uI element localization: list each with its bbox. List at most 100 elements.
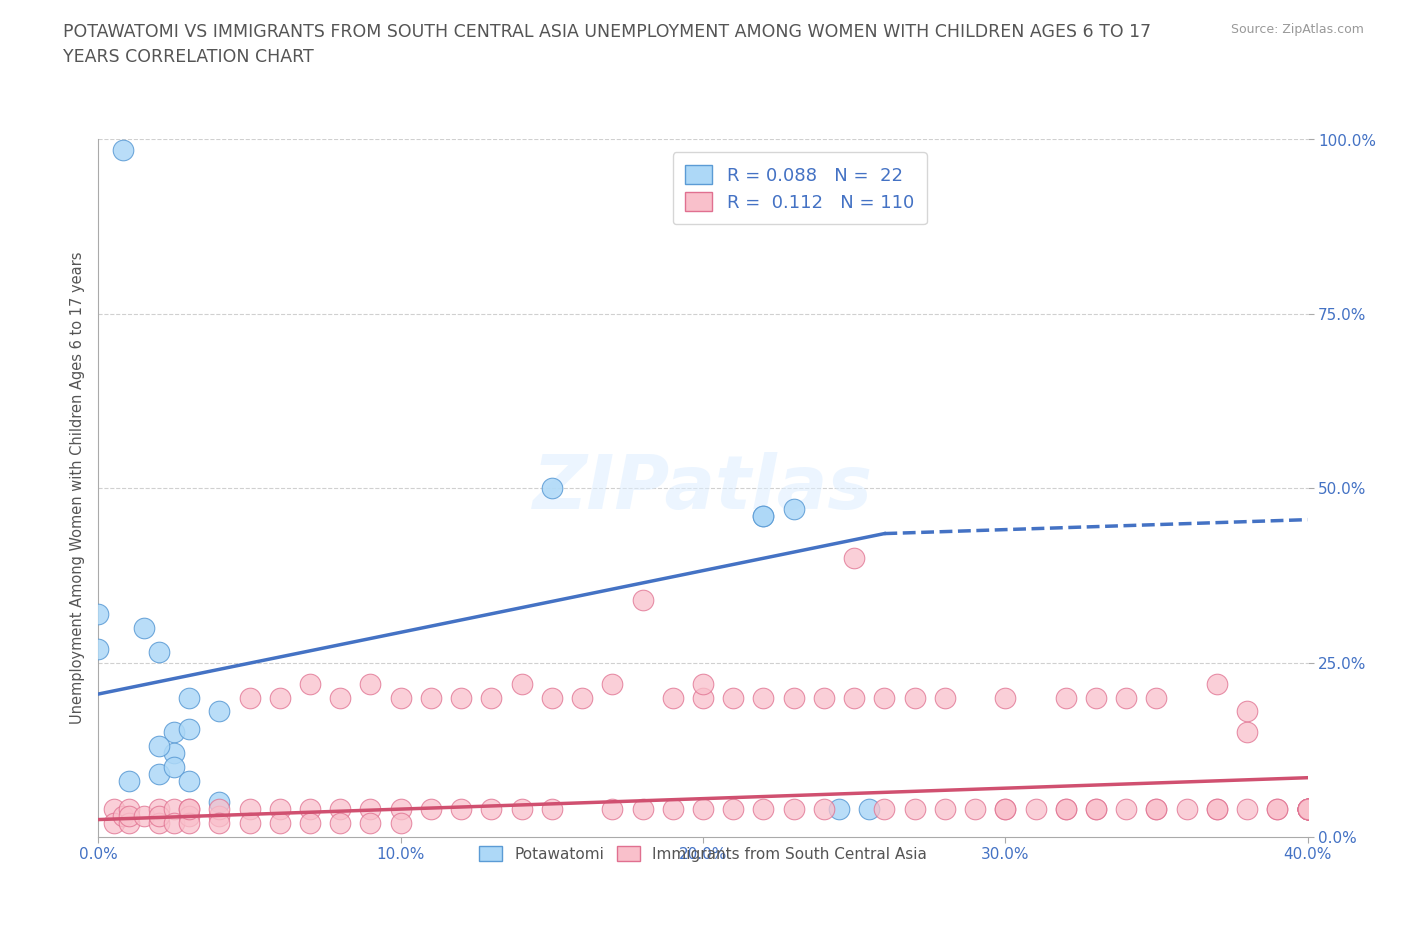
Point <box>269 690 291 705</box>
Point <box>1115 802 1137 817</box>
Point <box>208 704 231 719</box>
Text: POTAWATOMI VS IMMIGRANTS FROM SOUTH CENTRAL ASIA UNEMPLOYMENT AMONG WOMEN WITH C: POTAWATOMI VS IMMIGRANTS FROM SOUTH CENT… <box>63 23 1152 66</box>
Point <box>148 766 170 781</box>
Point <box>132 620 155 635</box>
Point <box>783 802 806 817</box>
Point <box>540 690 562 705</box>
Point <box>813 690 835 705</box>
Point <box>118 774 141 789</box>
Point <box>965 802 987 817</box>
Point <box>148 809 170 824</box>
Point <box>299 802 322 817</box>
Point <box>1296 802 1319 817</box>
Point <box>631 802 654 817</box>
Point <box>1085 802 1108 817</box>
Point <box>1175 802 1198 817</box>
Point <box>239 802 262 817</box>
Point <box>1296 802 1319 817</box>
Point <box>1206 676 1229 691</box>
Point <box>118 816 141 830</box>
Point <box>1296 802 1319 817</box>
Point <box>103 802 125 817</box>
Point <box>752 509 775 524</box>
Point <box>1296 802 1319 817</box>
Point <box>858 802 880 817</box>
Point <box>118 809 141 824</box>
Point <box>1054 690 1077 705</box>
Point <box>540 802 562 817</box>
Legend: Potawatomi, Immigrants from South Central Asia: Potawatomi, Immigrants from South Centra… <box>474 840 932 868</box>
Point <box>1024 802 1046 817</box>
Point <box>1296 802 1319 817</box>
Point <box>111 809 134 824</box>
Point <box>389 816 412 830</box>
Point <box>179 774 201 789</box>
Point <box>299 676 322 691</box>
Point <box>148 816 170 830</box>
Point <box>1085 690 1108 705</box>
Point <box>208 802 231 817</box>
Point <box>723 802 745 817</box>
Point <box>239 816 262 830</box>
Point <box>1267 802 1289 817</box>
Point <box>1236 704 1258 719</box>
Point <box>602 676 624 691</box>
Point <box>148 802 170 817</box>
Point <box>934 690 956 705</box>
Point <box>844 551 866 565</box>
Point <box>179 802 201 817</box>
Point <box>1267 802 1289 817</box>
Point <box>783 690 806 705</box>
Point <box>631 592 654 607</box>
Point <box>163 746 186 761</box>
Point <box>828 802 851 817</box>
Point <box>1296 802 1319 817</box>
Point <box>1144 802 1167 817</box>
Point <box>179 816 201 830</box>
Point <box>1054 802 1077 817</box>
Point <box>934 802 956 817</box>
Point <box>692 676 714 691</box>
Point <box>329 816 352 830</box>
Text: ZIPatlas: ZIPatlas <box>533 452 873 525</box>
Point <box>873 802 896 817</box>
Point <box>1296 802 1319 817</box>
Point <box>510 676 533 691</box>
Point <box>360 802 382 817</box>
Point <box>420 802 443 817</box>
Point <box>692 690 714 705</box>
Point <box>163 760 186 775</box>
Point <box>1206 802 1229 817</box>
Point <box>1296 802 1319 817</box>
Point <box>752 509 775 524</box>
Point <box>1085 802 1108 817</box>
Point <box>873 690 896 705</box>
Point <box>179 809 201 824</box>
Point <box>692 802 714 817</box>
Point <box>994 690 1017 705</box>
Point <box>148 644 170 659</box>
Point <box>269 816 291 830</box>
Point <box>208 816 231 830</box>
Point <box>179 690 201 705</box>
Point <box>994 802 1017 817</box>
Point <box>87 606 110 621</box>
Point <box>1296 802 1319 817</box>
Point <box>360 676 382 691</box>
Y-axis label: Unemployment Among Women with Children Ages 6 to 17 years: Unemployment Among Women with Children A… <box>69 252 84 724</box>
Point <box>420 690 443 705</box>
Point <box>239 690 262 705</box>
Point <box>1296 802 1319 817</box>
Point <box>752 802 775 817</box>
Point <box>132 809 155 824</box>
Point <box>208 809 231 824</box>
Point <box>904 690 927 705</box>
Point <box>389 690 412 705</box>
Point <box>661 690 683 705</box>
Point <box>269 802 291 817</box>
Point <box>752 690 775 705</box>
Point <box>783 502 806 517</box>
Point <box>208 794 231 809</box>
Point <box>1144 802 1167 817</box>
Point <box>510 802 533 817</box>
